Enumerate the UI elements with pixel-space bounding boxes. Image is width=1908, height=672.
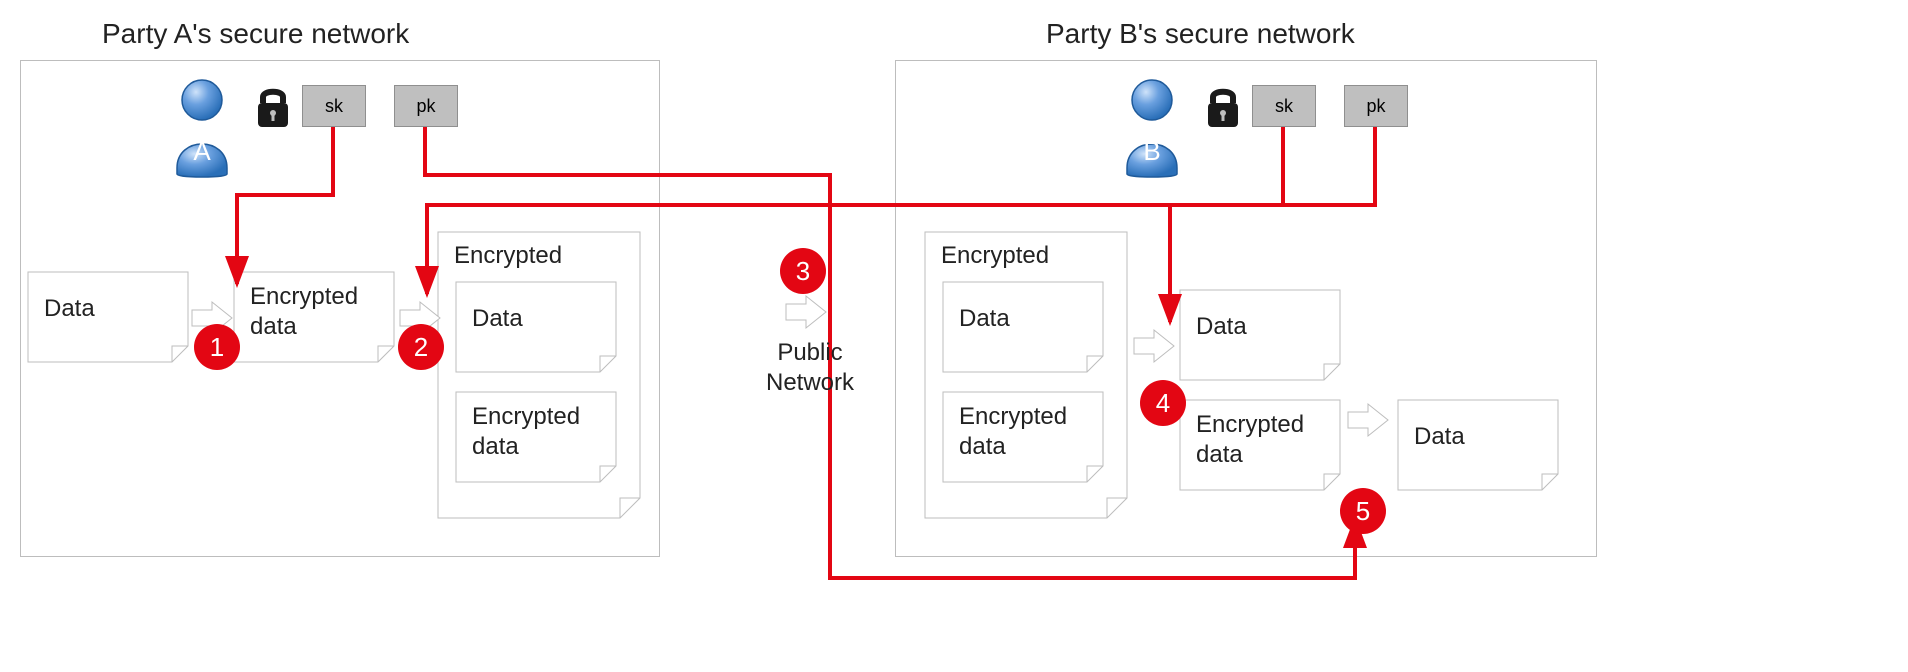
step-badge-3: 3: [780, 248, 826, 294]
actor-b-label: B: [1143, 136, 1160, 166]
lock-b-icon: [1208, 92, 1238, 127]
enc-b-inner-encd-label: Encrypted data: [959, 402, 1067, 462]
step-3-number: 3: [796, 256, 810, 287]
enc-b-inner-data-label: Data: [959, 304, 1010, 334]
actor-a-label: A: [193, 136, 211, 166]
step-badge-1: 1: [194, 324, 240, 370]
key-a-pk: pk: [394, 85, 458, 127]
step-badge-5: 5: [1340, 488, 1386, 534]
step-1-number: 1: [210, 332, 224, 363]
enc-container-a-title: Encrypted: [454, 242, 562, 270]
doc-encdata-a-label: Encrypted data: [250, 282, 358, 342]
key-b-pk: pk: [1344, 85, 1408, 127]
key-b-sk-label: sk: [1275, 96, 1293, 117]
step-5-number: 5: [1356, 496, 1370, 527]
key-a-pk-label: pk: [416, 96, 435, 117]
enc-a-inner-encd-label: Encrypted data: [472, 402, 580, 462]
actor-a-icon: A: [177, 80, 227, 177]
encryption-flow-diagram: Party A's secure network Party B's secur…: [0, 0, 1908, 672]
lock-a-icon: [258, 92, 288, 127]
block-arrow-4: [1134, 330, 1174, 362]
step-badge-4: 4: [1140, 380, 1186, 426]
enc-a-inner-data-label: Data: [472, 304, 523, 334]
doc-data-b-final-label: Data: [1414, 422, 1465, 452]
step-4-number: 4: [1156, 388, 1170, 419]
public-network-label: Public Network: [755, 338, 865, 398]
step-2-number: 2: [414, 332, 428, 363]
enc-container-b-title: Encrypted: [941, 242, 1049, 270]
flow-sk-a: [237, 127, 333, 284]
key-b-pk-label: pk: [1366, 96, 1385, 117]
key-a-sk-label: sk: [325, 96, 343, 117]
step-badge-2: 2: [398, 324, 444, 370]
doc-encdata-b-out-label: Encrypted data: [1196, 410, 1304, 470]
doc-data-a-label: Data: [44, 294, 95, 324]
actor-b-icon: B: [1127, 80, 1177, 177]
key-b-sk: sk: [1252, 85, 1316, 127]
block-arrow-5: [1348, 404, 1388, 436]
block-arrow-3: [786, 296, 826, 328]
key-a-sk: sk: [302, 85, 366, 127]
doc-data-b-out1-label: Data: [1196, 312, 1247, 342]
